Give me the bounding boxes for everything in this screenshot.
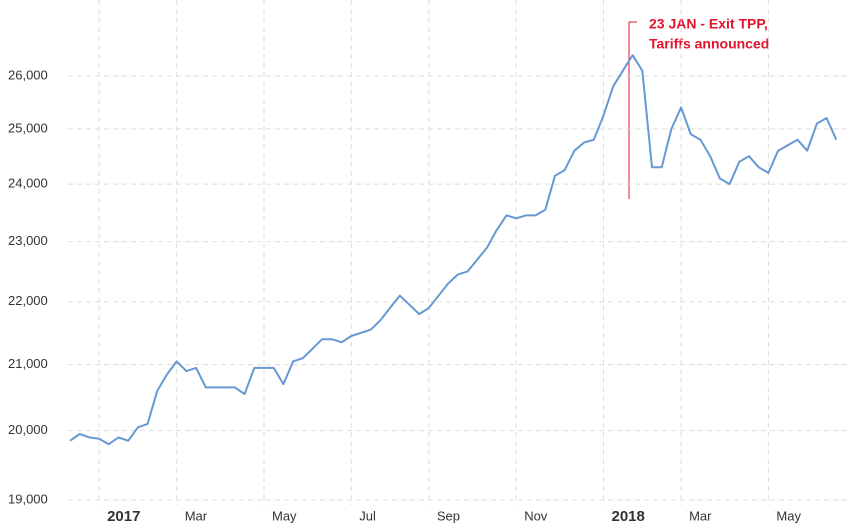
data-line: [69, 54, 838, 446]
x-tick-label: May: [272, 508, 297, 523]
annotation: 23 JAN - Exit TPP,: [649, 16, 768, 32]
x-tick-label: Mar: [185, 508, 208, 523]
y-tick-label: 23,000: [8, 233, 48, 248]
y-tick-label: 24,000: [8, 176, 48, 191]
x-tick-label: 2018: [612, 508, 645, 525]
x-tick-label: 2017: [107, 508, 140, 525]
y-tick-label: 22,000: [8, 293, 48, 308]
y-tick-label: 20,000: [8, 422, 48, 437]
y-tick-label: 19,000: [8, 491, 48, 506]
x-tick-label: May: [776, 508, 801, 523]
annotation: Tariffs announced: [649, 36, 769, 52]
x-tick-label: Jul: [359, 508, 376, 523]
y-tick-label: 25,000: [8, 120, 48, 135]
x-tick-label: Mar: [689, 508, 712, 523]
x-tick-label: Nov: [524, 508, 548, 523]
y-tick-label: 26,000: [8, 67, 48, 82]
y-tick-label: 21,000: [8, 356, 48, 371]
x-tick-label: Sep: [437, 508, 460, 523]
